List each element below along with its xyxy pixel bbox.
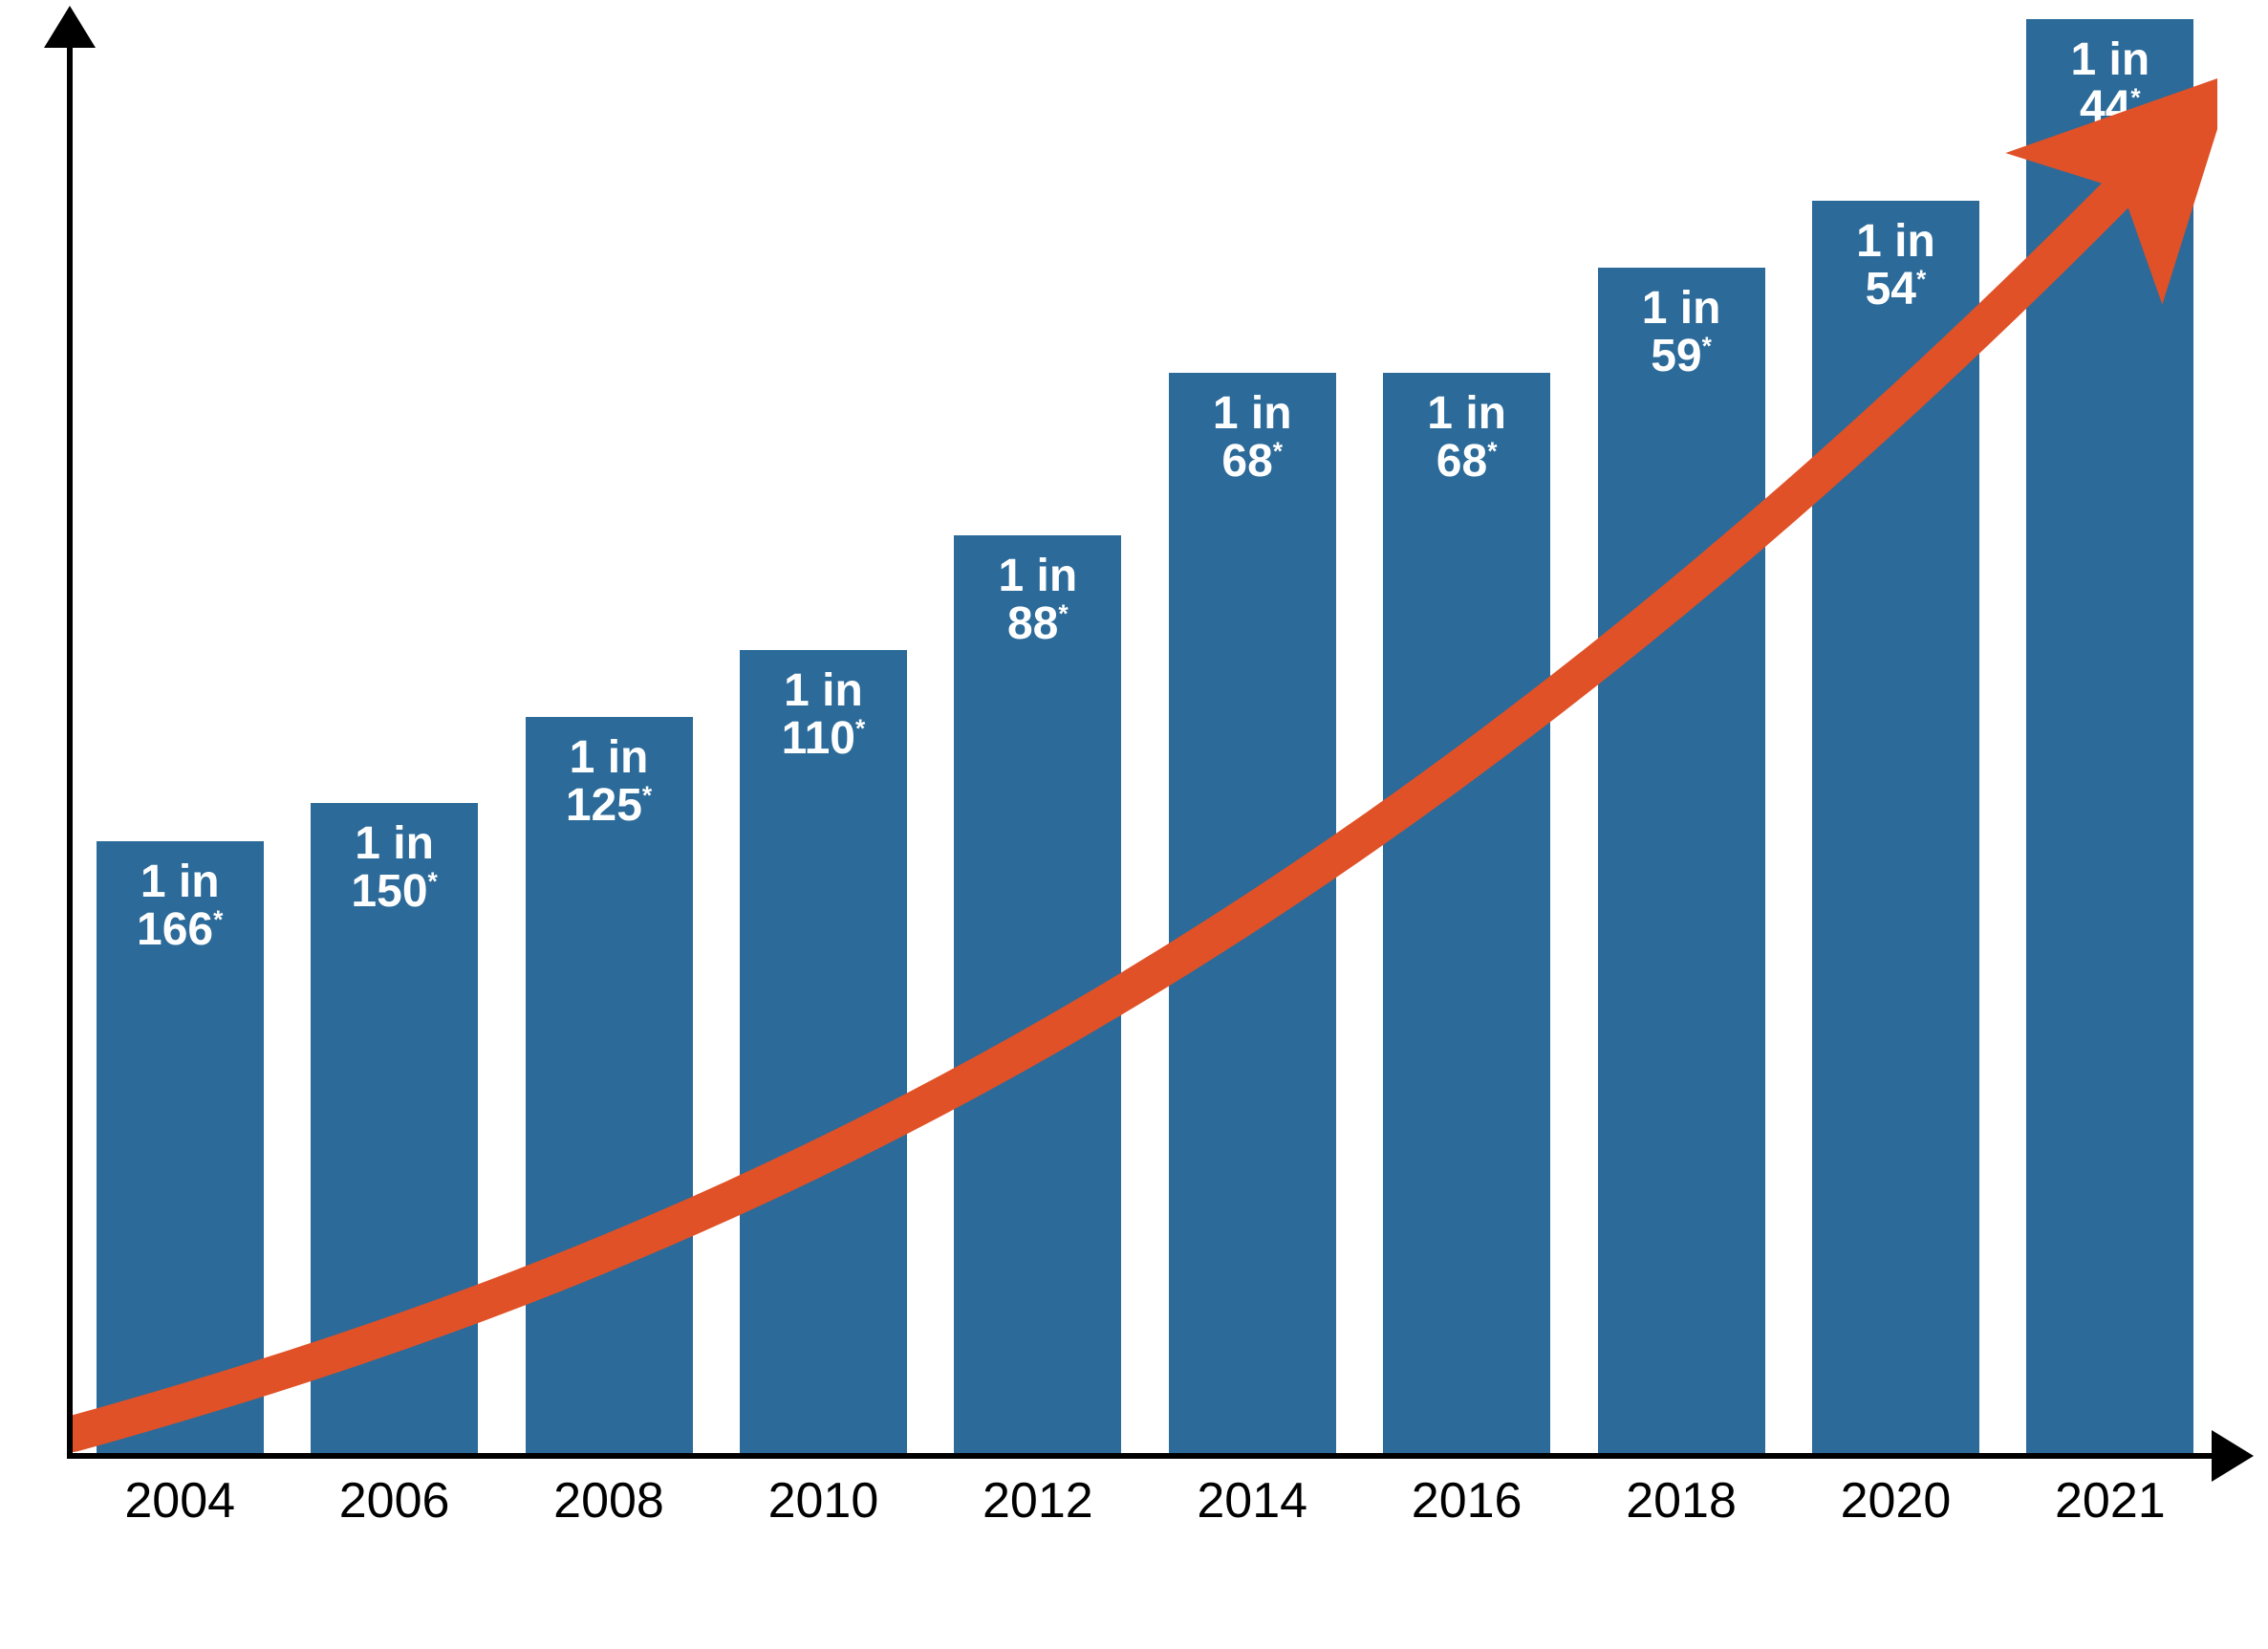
x-axis-tick-label: 2004 <box>73 1472 287 1530</box>
bar: 1 in44* <box>2026 19 2193 1453</box>
bar-slot: 1 in110* <box>716 19 930 1453</box>
bar-slot: 1 in125* <box>502 19 716 1453</box>
asterisk-icon: * <box>428 867 438 896</box>
bar-value-label: 1 in150* <box>311 820 478 917</box>
x-axis-tick-label: 2018 <box>1574 1472 1788 1530</box>
asterisk-icon: * <box>1487 437 1497 466</box>
bar-value-line2: 54* <box>1812 266 1979 314</box>
bar-value-label: 1 in68* <box>1169 390 1336 487</box>
bar: 1 in68* <box>1169 373 1336 1453</box>
bar-value-label: 1 in125* <box>526 734 693 831</box>
x-axis-tick-label: 2006 <box>287 1472 501 1530</box>
bar-slot: 1 in54* <box>1788 19 2002 1453</box>
x-axis-tick-label: 2016 <box>1359 1472 1573 1530</box>
bar-value-label: 1 in44* <box>2026 36 2193 133</box>
bar-value-line2: 166* <box>97 906 264 954</box>
x-axis-tick-label: 2008 <box>502 1472 716 1530</box>
bar: 1 in166* <box>97 841 264 1453</box>
x-axis-tick-label: 2020 <box>1788 1472 2002 1530</box>
bar-chart: 1 in166*1 in150*1 in125*1 in110*1 in88*1… <box>0 0 2268 1649</box>
bar: 1 in125* <box>526 717 693 1453</box>
bar-value-line2: 59* <box>1598 333 1765 380</box>
bar-value-line1: 1 in <box>97 858 264 906</box>
asterisk-icon: * <box>1273 437 1283 466</box>
bar: 1 in150* <box>311 803 478 1453</box>
bar-value-line1: 1 in <box>1812 218 1979 266</box>
bar-value-line1: 1 in <box>1598 285 1765 333</box>
x-axis-tick-label: 2021 <box>2003 1472 2217 1530</box>
bar-value-line2: 150* <box>311 868 478 916</box>
bar-slot: 1 in88* <box>931 19 1145 1453</box>
bar-slot: 1 in68* <box>1359 19 1573 1453</box>
bar-value-line2: 110* <box>740 715 907 763</box>
x-axis-tick-label: 2014 <box>1145 1472 1359 1530</box>
bar-value-label: 1 in59* <box>1598 285 1765 381</box>
x-axis-labels: 2004200620082010201220142016201820202021 <box>73 1472 2217 1530</box>
bar-slot: 1 in166* <box>73 19 287 1453</box>
asterisk-icon: * <box>1058 599 1068 628</box>
bar-value-line1: 1 in <box>740 667 907 715</box>
bar-value-line1: 1 in <box>311 820 478 868</box>
x-axis-arrowhead-icon <box>2212 1430 2254 1482</box>
bar-value-line1: 1 in <box>1383 390 1550 438</box>
bar-slot: 1 in150* <box>287 19 501 1453</box>
bar-value-line1: 1 in <box>2026 36 2193 84</box>
bar: 1 in110* <box>740 650 907 1453</box>
bar-value-line1: 1 in <box>1169 390 1336 438</box>
bar-value-label: 1 in110* <box>740 667 907 764</box>
bars-container: 1 in166*1 in150*1 in125*1 in110*1 in88*1… <box>73 19 2217 1453</box>
bar-value-label: 1 in166* <box>97 858 264 955</box>
bar-value-line1: 1 in <box>954 553 1121 600</box>
bar-slot: 1 in44* <box>2003 19 2217 1453</box>
bar-value-line2: 88* <box>954 600 1121 648</box>
bar-value-line2: 68* <box>1169 438 1336 486</box>
asterisk-icon: * <box>855 714 865 743</box>
bar: 1 in59* <box>1598 268 1765 1453</box>
bar-slot: 1 in68* <box>1145 19 1359 1453</box>
x-axis-tick-label: 2010 <box>716 1472 930 1530</box>
bar: 1 in68* <box>1383 373 1550 1453</box>
bar-slot: 1 in59* <box>1574 19 1788 1453</box>
bar-value-label: 1 in68* <box>1383 390 1550 487</box>
bar-value-line1: 1 in <box>526 734 693 782</box>
x-axis <box>67 1453 2217 1459</box>
x-axis-tick-label: 2012 <box>931 1472 1145 1530</box>
bar-value-line2: 68* <box>1383 438 1550 486</box>
asterisk-icon: * <box>1916 265 1926 293</box>
bar: 1 in54* <box>1812 201 1979 1453</box>
bar-value-label: 1 in54* <box>1812 218 1979 315</box>
asterisk-icon: * <box>642 781 652 810</box>
asterisk-icon: * <box>1702 332 1712 360</box>
bar-value-line2: 125* <box>526 782 693 830</box>
asterisk-icon: * <box>213 905 223 934</box>
bar-value-label: 1 in88* <box>954 553 1121 649</box>
asterisk-icon: * <box>2130 83 2140 112</box>
plot-area: 1 in166*1 in150*1 in125*1 in110*1 in88*1… <box>73 19 2217 1453</box>
bar-value-line2: 44* <box>2026 84 2193 132</box>
bar: 1 in88* <box>954 535 1121 1453</box>
